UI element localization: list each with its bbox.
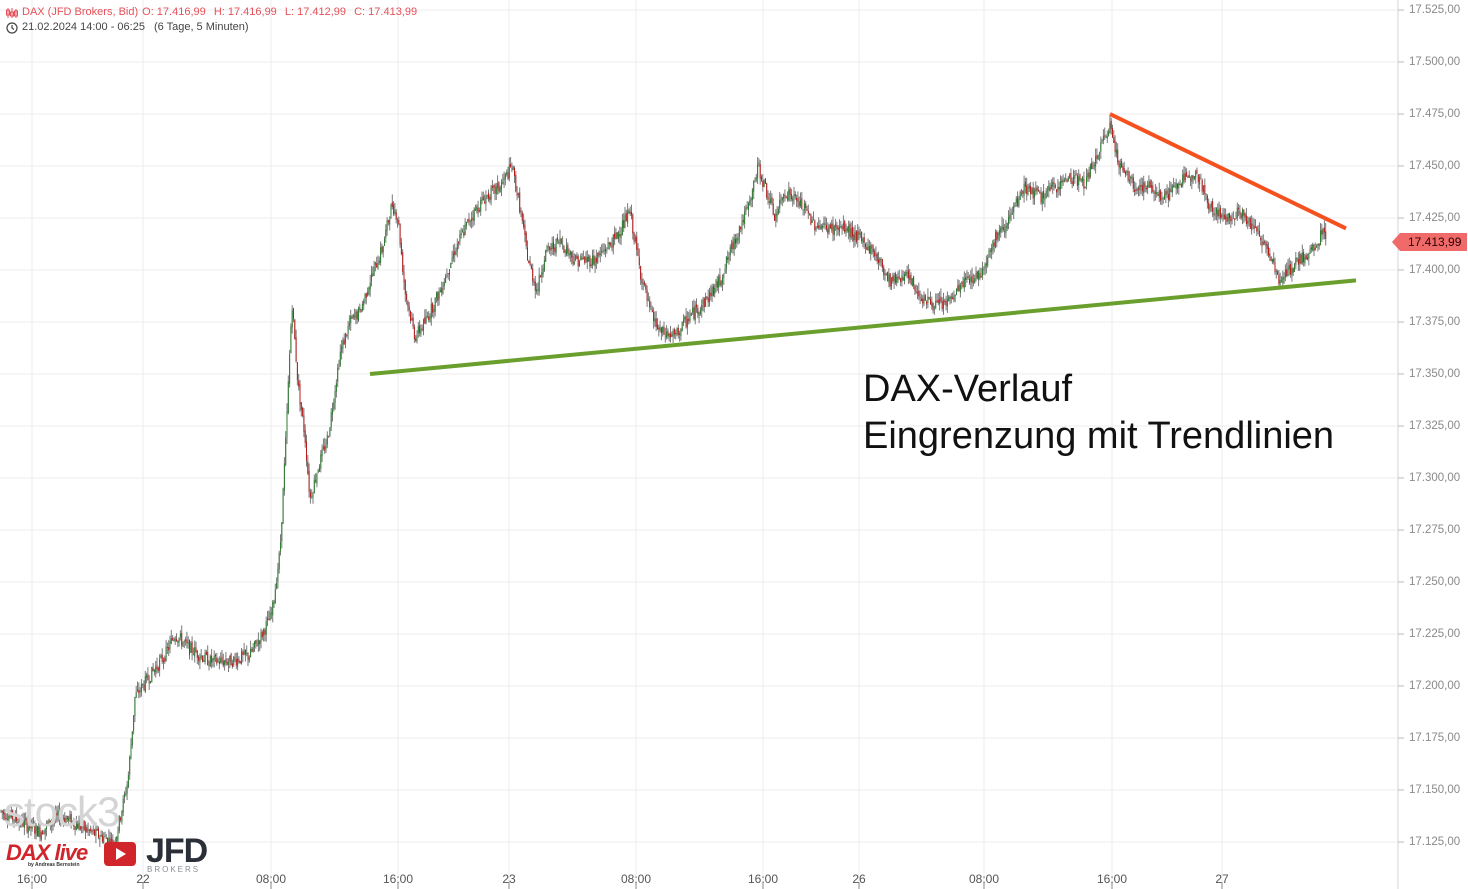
x-tick-label: 26 [852, 872, 866, 886]
y-tick-label: 17.525,00 [1409, 4, 1461, 16]
y-axis-ticks [1398, 9, 1404, 843]
y-tick-label: 17.450,00 [1409, 160, 1461, 172]
jfd-brokers-text: BROKERS [147, 865, 201, 874]
candlestick-series [0, 115, 1327, 855]
legend-open: O: 17.416,99 [142, 6, 206, 18]
y-tick-label: 17.225,00 [1409, 628, 1461, 640]
x-tick-label: 16:00 [1096, 872, 1128, 886]
candlestick-icon [6, 7, 18, 18]
y-tick-label: 17.150,00 [1409, 784, 1461, 796]
dax-live-byline: by Andreas Bernstein [28, 862, 80, 868]
chart-legend: DAX (JFD Brokers, Bid) O: 17.416,99 H: 1… [6, 5, 422, 35]
legend-duration: (6 Tage, 5 Minuten) [153, 21, 249, 33]
x-tick-label: 22 [136, 872, 150, 886]
x-tick-label: 16:00 [382, 872, 414, 886]
jfd-logo: JFD [146, 832, 208, 870]
play-icon [104, 842, 136, 866]
clock-icon [6, 21, 18, 34]
y-tick-label: 17.475,00 [1409, 108, 1461, 120]
legend-close: C: 17.413,99 [354, 6, 418, 18]
x-tick-label: 08:00 [968, 872, 1000, 886]
x-tick-label: 08:00 [255, 872, 287, 886]
legend-range-row: 21.02.2024 14:00 - 06:25 (6 Tage, 5 Minu… [6, 20, 422, 35]
legend-low: L: 17.412,99 [284, 6, 347, 18]
chart-annotation: DAX-Verlauf Eingrenzung mit Trendlinien [863, 366, 1334, 460]
x-tick-label: 27 [1215, 872, 1229, 886]
last-price-tag: 17.413,99 [1391, 233, 1468, 251]
annotation-subtitle: Eingrenzung mit Trendlinien [863, 415, 1335, 457]
dax-live-logo: DAX live [6, 840, 88, 865]
y-tick-label: 17.275,00 [1409, 524, 1461, 536]
y-tick-label: 17.250,00 [1409, 576, 1461, 588]
y-tick-label: 17.125,00 [1409, 836, 1461, 848]
x-tick-label: 08:00 [620, 872, 652, 886]
y-tick-label: 17.300,00 [1409, 472, 1461, 484]
x-tick-label: 16:00 [16, 872, 48, 886]
chart-grid [0, 0, 1398, 889]
stock3-watermark: stock3 [4, 788, 120, 835]
y-tick-label: 17.400,00 [1409, 264, 1461, 276]
trendlines [369, 112, 1357, 376]
y-tick-label: 17.425,00 [1409, 212, 1461, 224]
x-tick-label: 16:00 [747, 872, 779, 886]
support-trendline[interactable] [369, 278, 1357, 376]
resistance-trendline[interactable] [1109, 112, 1347, 231]
x-tick-label: 23 [502, 872, 516, 886]
y-tick-label: 17.325,00 [1409, 420, 1461, 432]
legend-high: H: 17.416,99 [213, 6, 277, 18]
legend-symbol: DAX (JFD Brokers, Bid) [22, 6, 139, 18]
x-axis-ticks [31, 882, 1223, 889]
y-tick-label: 17.500,00 [1409, 56, 1461, 68]
y-tick-label: 17.350,00 [1409, 368, 1461, 380]
y-tick-label: 17.175,00 [1409, 732, 1461, 744]
legend-range: 21.02.2024 14:00 - 06:25 [22, 21, 145, 33]
y-tick-label: 17.375,00 [1409, 316, 1461, 328]
y-tick-label: 17.200,00 [1409, 680, 1461, 692]
annotation-title: DAX-Verlauf [863, 368, 1073, 410]
legend-symbol-row: DAX (JFD Brokers, Bid) O: 17.416,99 H: 1… [6, 5, 422, 20]
legend-ohlc: O: 17.416,99 H: 17.416,99 L: 17.412,99 C… [142, 5, 422, 20]
